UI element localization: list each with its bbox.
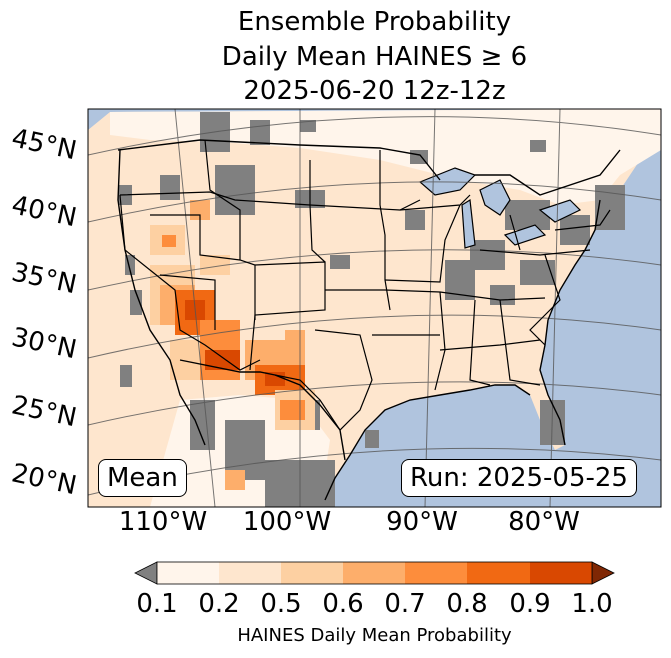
map-frame bbox=[87, 108, 662, 508]
colorbar-tick: 0.5 bbox=[260, 589, 302, 619]
lon-label: 90°W bbox=[386, 507, 458, 537]
colorbar-tick: 0.7 bbox=[384, 589, 426, 619]
colorbar-bin bbox=[467, 562, 530, 584]
lon-label: 110°W bbox=[118, 507, 208, 537]
state-borders bbox=[119, 139, 611, 431]
colorbar-bin bbox=[281, 562, 343, 584]
colorbar-tick: 0.2 bbox=[198, 589, 240, 619]
lon-label: 80°W bbox=[508, 507, 580, 537]
mexico-border bbox=[179, 359, 346, 461]
run-label: Run: 2025-05-25 bbox=[401, 459, 637, 497]
colorbar-frame bbox=[156, 561, 593, 585]
lon-label: 100°W bbox=[242, 507, 332, 537]
country-border bbox=[117, 139, 621, 196]
coastline bbox=[117, 149, 601, 501]
colorbar bbox=[134, 561, 615, 585]
canada-region bbox=[110, 109, 661, 205]
colorbar-bin bbox=[530, 562, 592, 584]
stat-label: Mean bbox=[98, 459, 187, 497]
title-line-1: Ensemble Probability bbox=[237, 7, 512, 37]
title-line-3: 2025-06-20 12z-12z bbox=[243, 76, 506, 106]
colorbar-tick: 0.1 bbox=[136, 589, 178, 619]
colorbar-bin bbox=[219, 562, 281, 584]
colorbar-tick: 1.0 bbox=[571, 589, 613, 619]
colorbar-bin bbox=[157, 562, 219, 584]
colorbar-tick: 0.6 bbox=[322, 589, 364, 619]
colorbar-bin bbox=[405, 562, 467, 584]
colorbar-label: HAINES Daily Mean Probability bbox=[237, 625, 512, 646]
colorbar-bin bbox=[343, 562, 405, 584]
colorbar-tick: 0.9 bbox=[509, 589, 551, 619]
colorbar-under-arrow bbox=[134, 561, 158, 585]
colorbar-over-arrow bbox=[591, 561, 615, 585]
colorbar-tick: 0.8 bbox=[446, 589, 488, 619]
title-line-2: Daily Mean HAINES ≥ 6 bbox=[221, 42, 528, 72]
great-lakes bbox=[418, 167, 582, 249]
